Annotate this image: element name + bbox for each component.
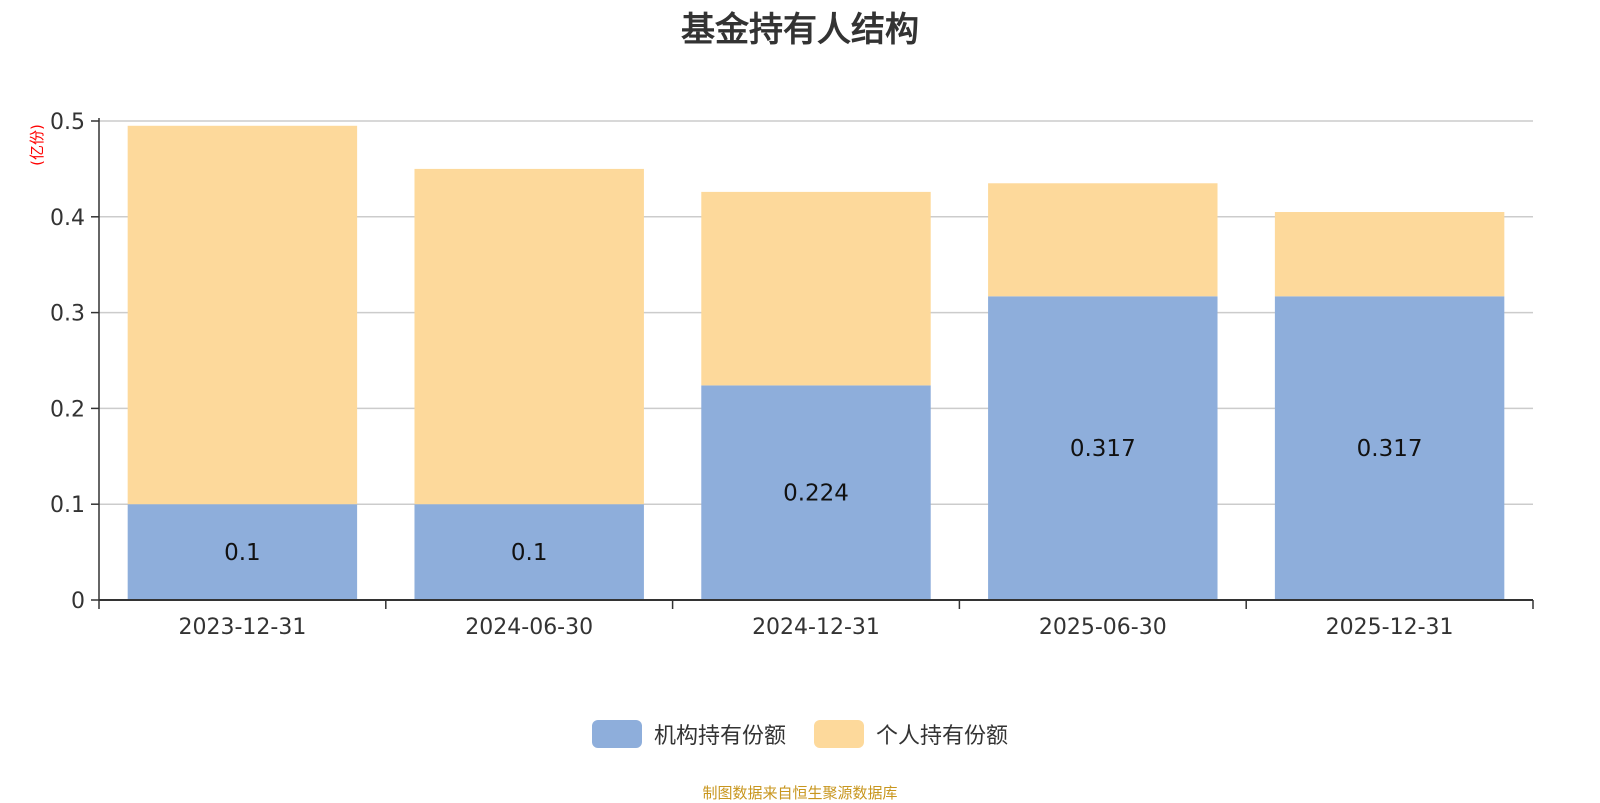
data-source-note: 制图数据来自恒生聚源数据库 [702,784,898,802]
legend-label-individual: 个人持有份额 [876,724,1009,749]
bar-individual [1274,212,1505,297]
bar-institution [988,296,1218,600]
y-axis-unit-label: (亿份) [28,124,46,166]
bar-individual [414,168,644,505]
legend-label-institution: 机构持有份额 [653,724,786,749]
legend-item-institution[interactable]: 机构持有份额 [591,718,786,750]
y-tick-label: 0.4 [50,206,85,231]
x-tick-label: 2023-12-31 [178,615,306,640]
y-tick-label: 0.1 [50,493,85,518]
bar-individual [127,125,358,505]
bar-value-label: 0.317 [1070,436,1136,462]
bar-value-label: 0.317 [1357,436,1423,462]
x-tick-label: 2024-12-31 [752,615,880,640]
bar-value-label: 0.1 [511,540,548,566]
y-tick-label: 0.3 [50,302,85,327]
legend-swatch-individual [814,720,864,748]
bar-value-label: 0.1 [224,540,261,566]
y-tick-label: 0 [71,589,85,614]
legend-item-individual[interactable]: 个人持有份额 [814,718,1008,750]
x-tick-label: 2024-06-30 [465,615,593,640]
x-tick-label: 2025-06-30 [1039,615,1167,640]
bar-individual [701,191,931,386]
x-tick-label: 2025-12-31 [1326,615,1454,640]
y-tick-label: 0.5 [50,110,85,135]
chart-title: 基金持有人结构 [681,10,919,50]
y-tick-label: 0.2 [50,397,85,422]
bar-institution [1274,296,1505,600]
legend: 机构持有份额 个人持有份额 [0,718,1600,750]
bar-institution [414,504,644,600]
bar-institution [127,504,358,600]
bar-value-label: 0.224 [783,481,849,507]
legend-swatch-institution [591,720,642,748]
bar-institution [701,385,931,600]
bar-individual [988,183,1218,297]
